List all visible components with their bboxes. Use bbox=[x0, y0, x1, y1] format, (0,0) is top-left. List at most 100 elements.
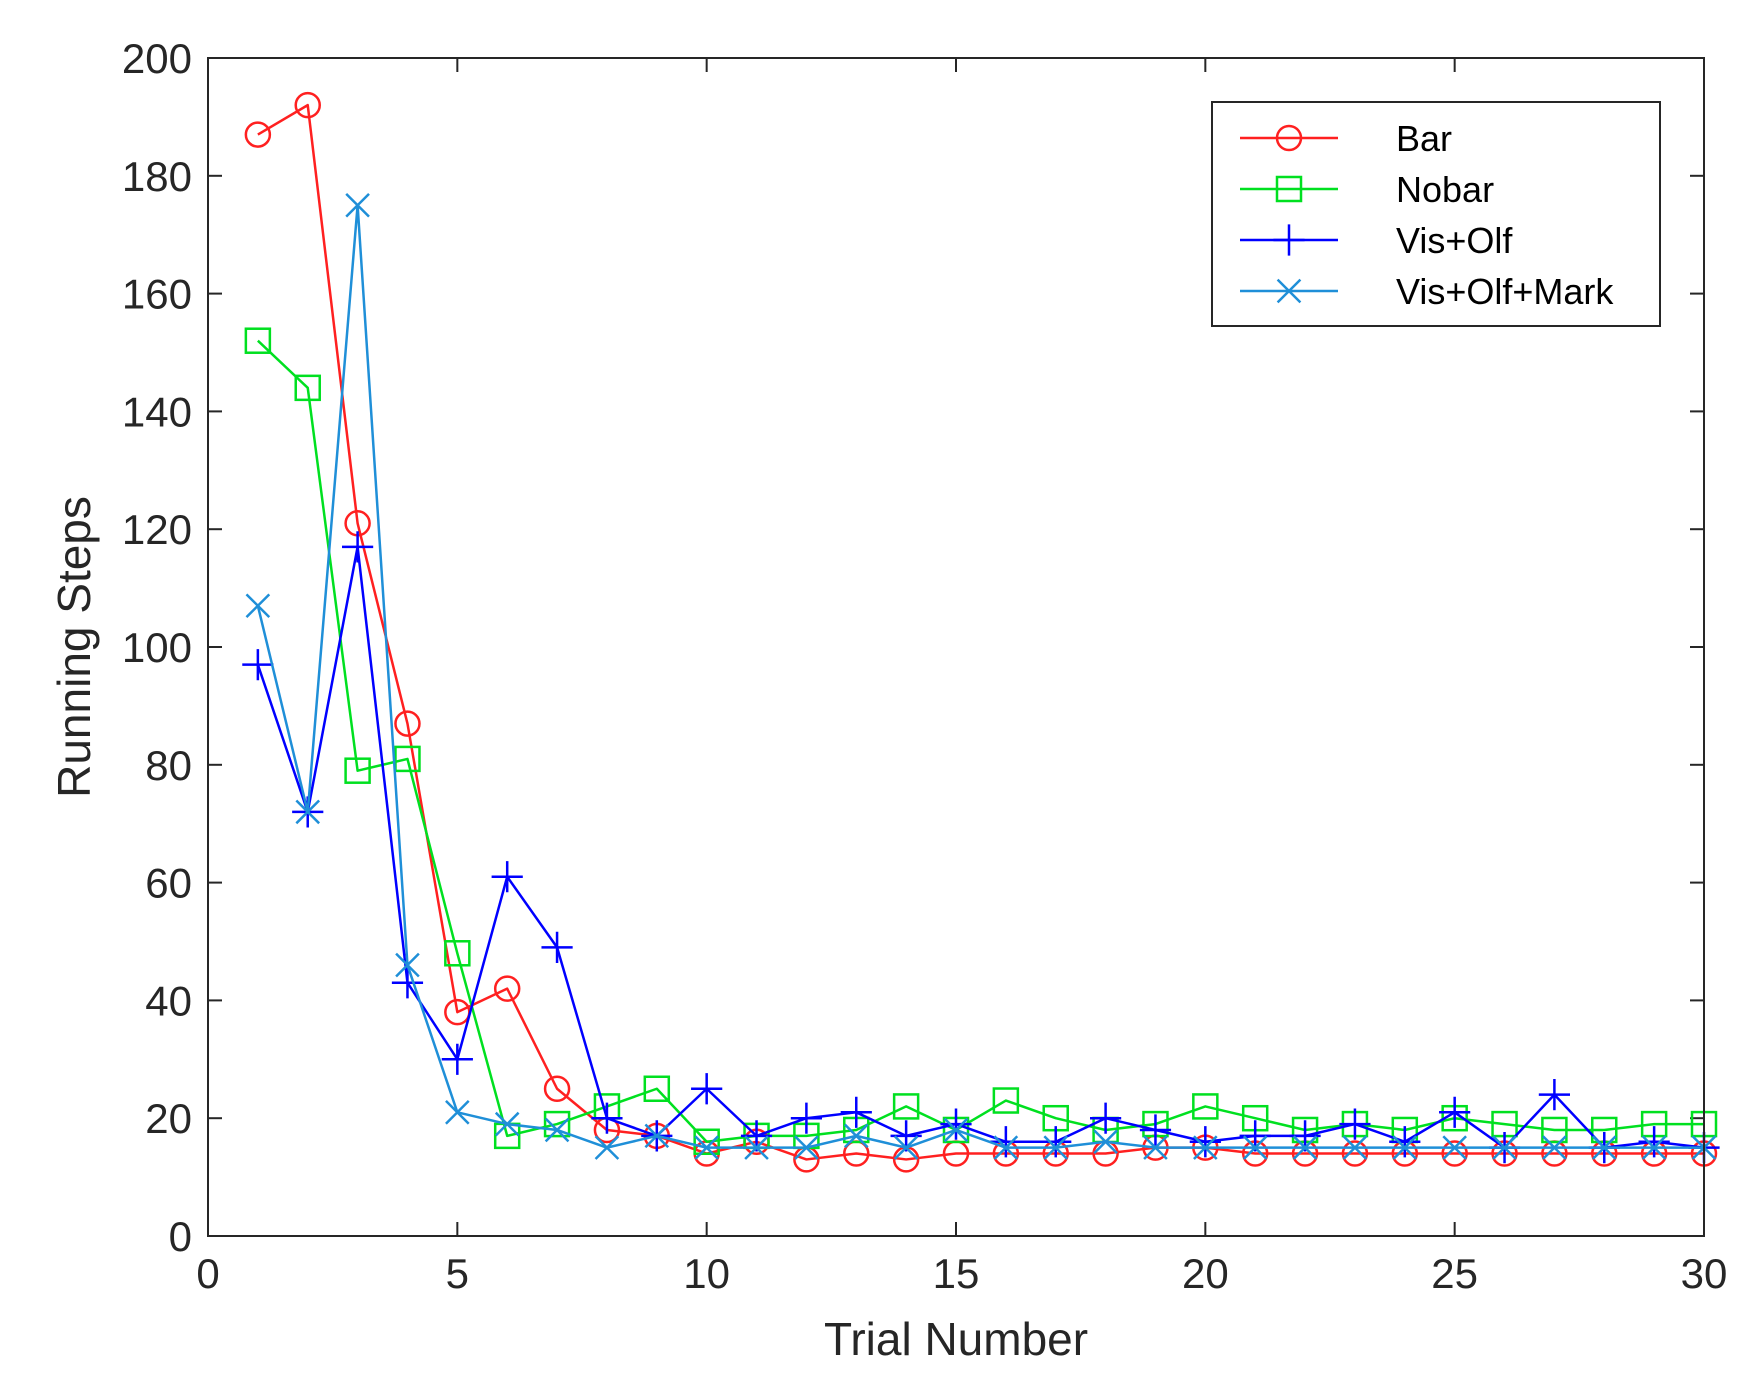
tick-labels: 0 5 10 15 20 25 30 0 20 40 60 80 100 120 140 160 180 200 bbox=[122, 35, 1727, 1297]
data-point-vis-olf bbox=[691, 1073, 723, 1105]
data-point-vis-olf-mark bbox=[494, 1111, 520, 1137]
legend-marker bbox=[1273, 224, 1305, 256]
x-tick-label: 10 bbox=[683, 1250, 730, 1297]
data-point-vis-olf-mark bbox=[1143, 1135, 1168, 1160]
data-point-bar bbox=[244, 121, 272, 148]
data-point-vis-olf bbox=[1339, 1108, 1371, 1140]
data-point-vis-olf-mark bbox=[893, 1135, 919, 1160]
series-line-vis-olf-mark bbox=[256, 204, 1704, 1149]
data-point-vis-olf-mark bbox=[1542, 1135, 1567, 1160]
legend-label: Nobar bbox=[1396, 169, 1494, 210]
y-tick-label: 180 bbox=[122, 153, 192, 200]
data-point-vis-olf bbox=[1638, 1126, 1670, 1158]
data-point-vis-olf bbox=[1090, 1102, 1122, 1134]
data-point-vis-olf-mark bbox=[843, 1123, 869, 1149]
data-point-bar bbox=[493, 975, 521, 1002]
legend-item-bar: Bar bbox=[1240, 118, 1452, 159]
data-point-nobar bbox=[1541, 1116, 1568, 1144]
legend-label: Vis+Olf bbox=[1396, 220, 1513, 261]
data-point-vis-olf bbox=[242, 649, 274, 681]
data-point-vis-olf-mark bbox=[1392, 1135, 1418, 1160]
series-layer bbox=[242, 91, 1720, 1173]
x-tick-label: 30 bbox=[1681, 1250, 1728, 1297]
series-line-vis-olf bbox=[256, 545, 1705, 1149]
data-point-vis-olf bbox=[1139, 1114, 1172, 1146]
data-point-vis-olf-mark bbox=[345, 192, 370, 218]
data-point-nobar bbox=[244, 327, 272, 354]
data-point-vis-olf bbox=[1439, 1096, 1471, 1128]
y-tick-label: 200 bbox=[122, 35, 192, 82]
data-point-vis-olf bbox=[840, 1096, 872, 1128]
data-point-vis-olf-mark bbox=[1442, 1135, 1467, 1160]
legend-marker bbox=[1275, 124, 1303, 152]
data-point-vis-olf-mark bbox=[1292, 1135, 1318, 1160]
legend-label: Vis+Olf+Mark bbox=[1396, 271, 1614, 312]
data-point-vis-olf bbox=[990, 1126, 1022, 1158]
data-point-vis-olf-mark bbox=[1043, 1135, 1069, 1160]
data-point-vis-olf bbox=[790, 1102, 822, 1134]
series-bar bbox=[244, 91, 1718, 1173]
series-line-bar bbox=[257, 103, 1704, 1161]
y-axis-title: Running Steps bbox=[48, 496, 100, 798]
data-point-vis-olf-mark bbox=[1093, 1129, 1118, 1155]
data-point-bar bbox=[394, 710, 421, 737]
plot-frame bbox=[207, 57, 1705, 1237]
data-point-vis-olf bbox=[342, 531, 374, 563]
x-tick-label: 0 bbox=[196, 1250, 219, 1297]
y-tick-label: 60 bbox=[145, 860, 192, 907]
data-point-vis-olf-mark bbox=[544, 1117, 570, 1143]
data-point-bar bbox=[1341, 1140, 1369, 1167]
data-point-vis-olf bbox=[1040, 1126, 1072, 1158]
data-point-vis-olf-mark bbox=[993, 1135, 1019, 1160]
data-point-nobar bbox=[543, 1110, 571, 1138]
data-point-vis-olf-mark bbox=[694, 1135, 719, 1160]
data-point-vis-olf bbox=[1189, 1126, 1221, 1158]
data-point-nobar bbox=[992, 1087, 1020, 1114]
data-point-vis-olf-mark bbox=[594, 1135, 620, 1160]
data-point-vis-olf-mark bbox=[1492, 1135, 1517, 1160]
data-point-vis-olf-mark bbox=[1342, 1135, 1368, 1160]
x-axis-title: Trial Number bbox=[824, 1313, 1088, 1365]
legend-label: Bar bbox=[1396, 118, 1452, 159]
y-tick-label: 120 bbox=[122, 506, 192, 553]
data-point-vis-olf bbox=[491, 861, 523, 893]
data-point-vis-olf-mark bbox=[245, 593, 271, 619]
data-point-vis-olf bbox=[541, 931, 573, 963]
data-point-bar bbox=[1441, 1140, 1468, 1167]
data-point-vis-olf bbox=[940, 1108, 972, 1140]
x-tick-label: 5 bbox=[446, 1250, 469, 1297]
data-point-nobar bbox=[444, 940, 471, 967]
data-point-vis-olf bbox=[1538, 1079, 1570, 1111]
data-point-vis-olf bbox=[391, 967, 424, 999]
data-point-vis-olf-mark bbox=[1591, 1135, 1617, 1160]
y-tick-label: 80 bbox=[145, 742, 192, 789]
x-tick-label: 25 bbox=[1431, 1250, 1478, 1297]
data-point-bar bbox=[294, 91, 321, 119]
data-point-vis-olf-mark bbox=[644, 1123, 670, 1149]
legend-marker bbox=[1276, 278, 1302, 304]
data-point-vis-olf bbox=[591, 1102, 623, 1134]
legend: Bar Nobar Vis+Olf Vis+Olf+Mark bbox=[1211, 101, 1661, 327]
data-point-nobar bbox=[344, 757, 371, 784]
y-tick-label: 20 bbox=[145, 1095, 192, 1142]
y-tick-label: 140 bbox=[122, 388, 192, 435]
x-tick-label: 15 bbox=[933, 1250, 980, 1297]
data-point-vis-olf bbox=[441, 1043, 473, 1075]
data-point-vis-olf-mark bbox=[1641, 1135, 1667, 1160]
legend-item-vis-olf: Vis+Olf bbox=[1240, 220, 1513, 261]
data-point-vis-olf-mark bbox=[744, 1135, 769, 1160]
y-tick-label: 0 bbox=[169, 1213, 192, 1260]
data-point-vis-olf-mark bbox=[943, 1117, 969, 1143]
data-point-nobar bbox=[294, 374, 321, 402]
data-point-vis-olf-mark bbox=[1242, 1135, 1268, 1160]
data-point-nobar bbox=[1192, 1093, 1219, 1120]
data-point-vis-olf-mark bbox=[395, 952, 420, 978]
y-tick-label: 160 bbox=[122, 271, 192, 318]
data-point-nobar bbox=[693, 1128, 720, 1156]
legend-item-nobar: Nobar bbox=[1240, 169, 1494, 210]
series-vis-olf-mark bbox=[245, 192, 1717, 1160]
legend-marker bbox=[1275, 175, 1303, 203]
y-tick-label: 100 bbox=[122, 624, 192, 671]
data-point-vis-olf-mark bbox=[794, 1135, 819, 1160]
data-point-vis-olf bbox=[1389, 1126, 1421, 1158]
